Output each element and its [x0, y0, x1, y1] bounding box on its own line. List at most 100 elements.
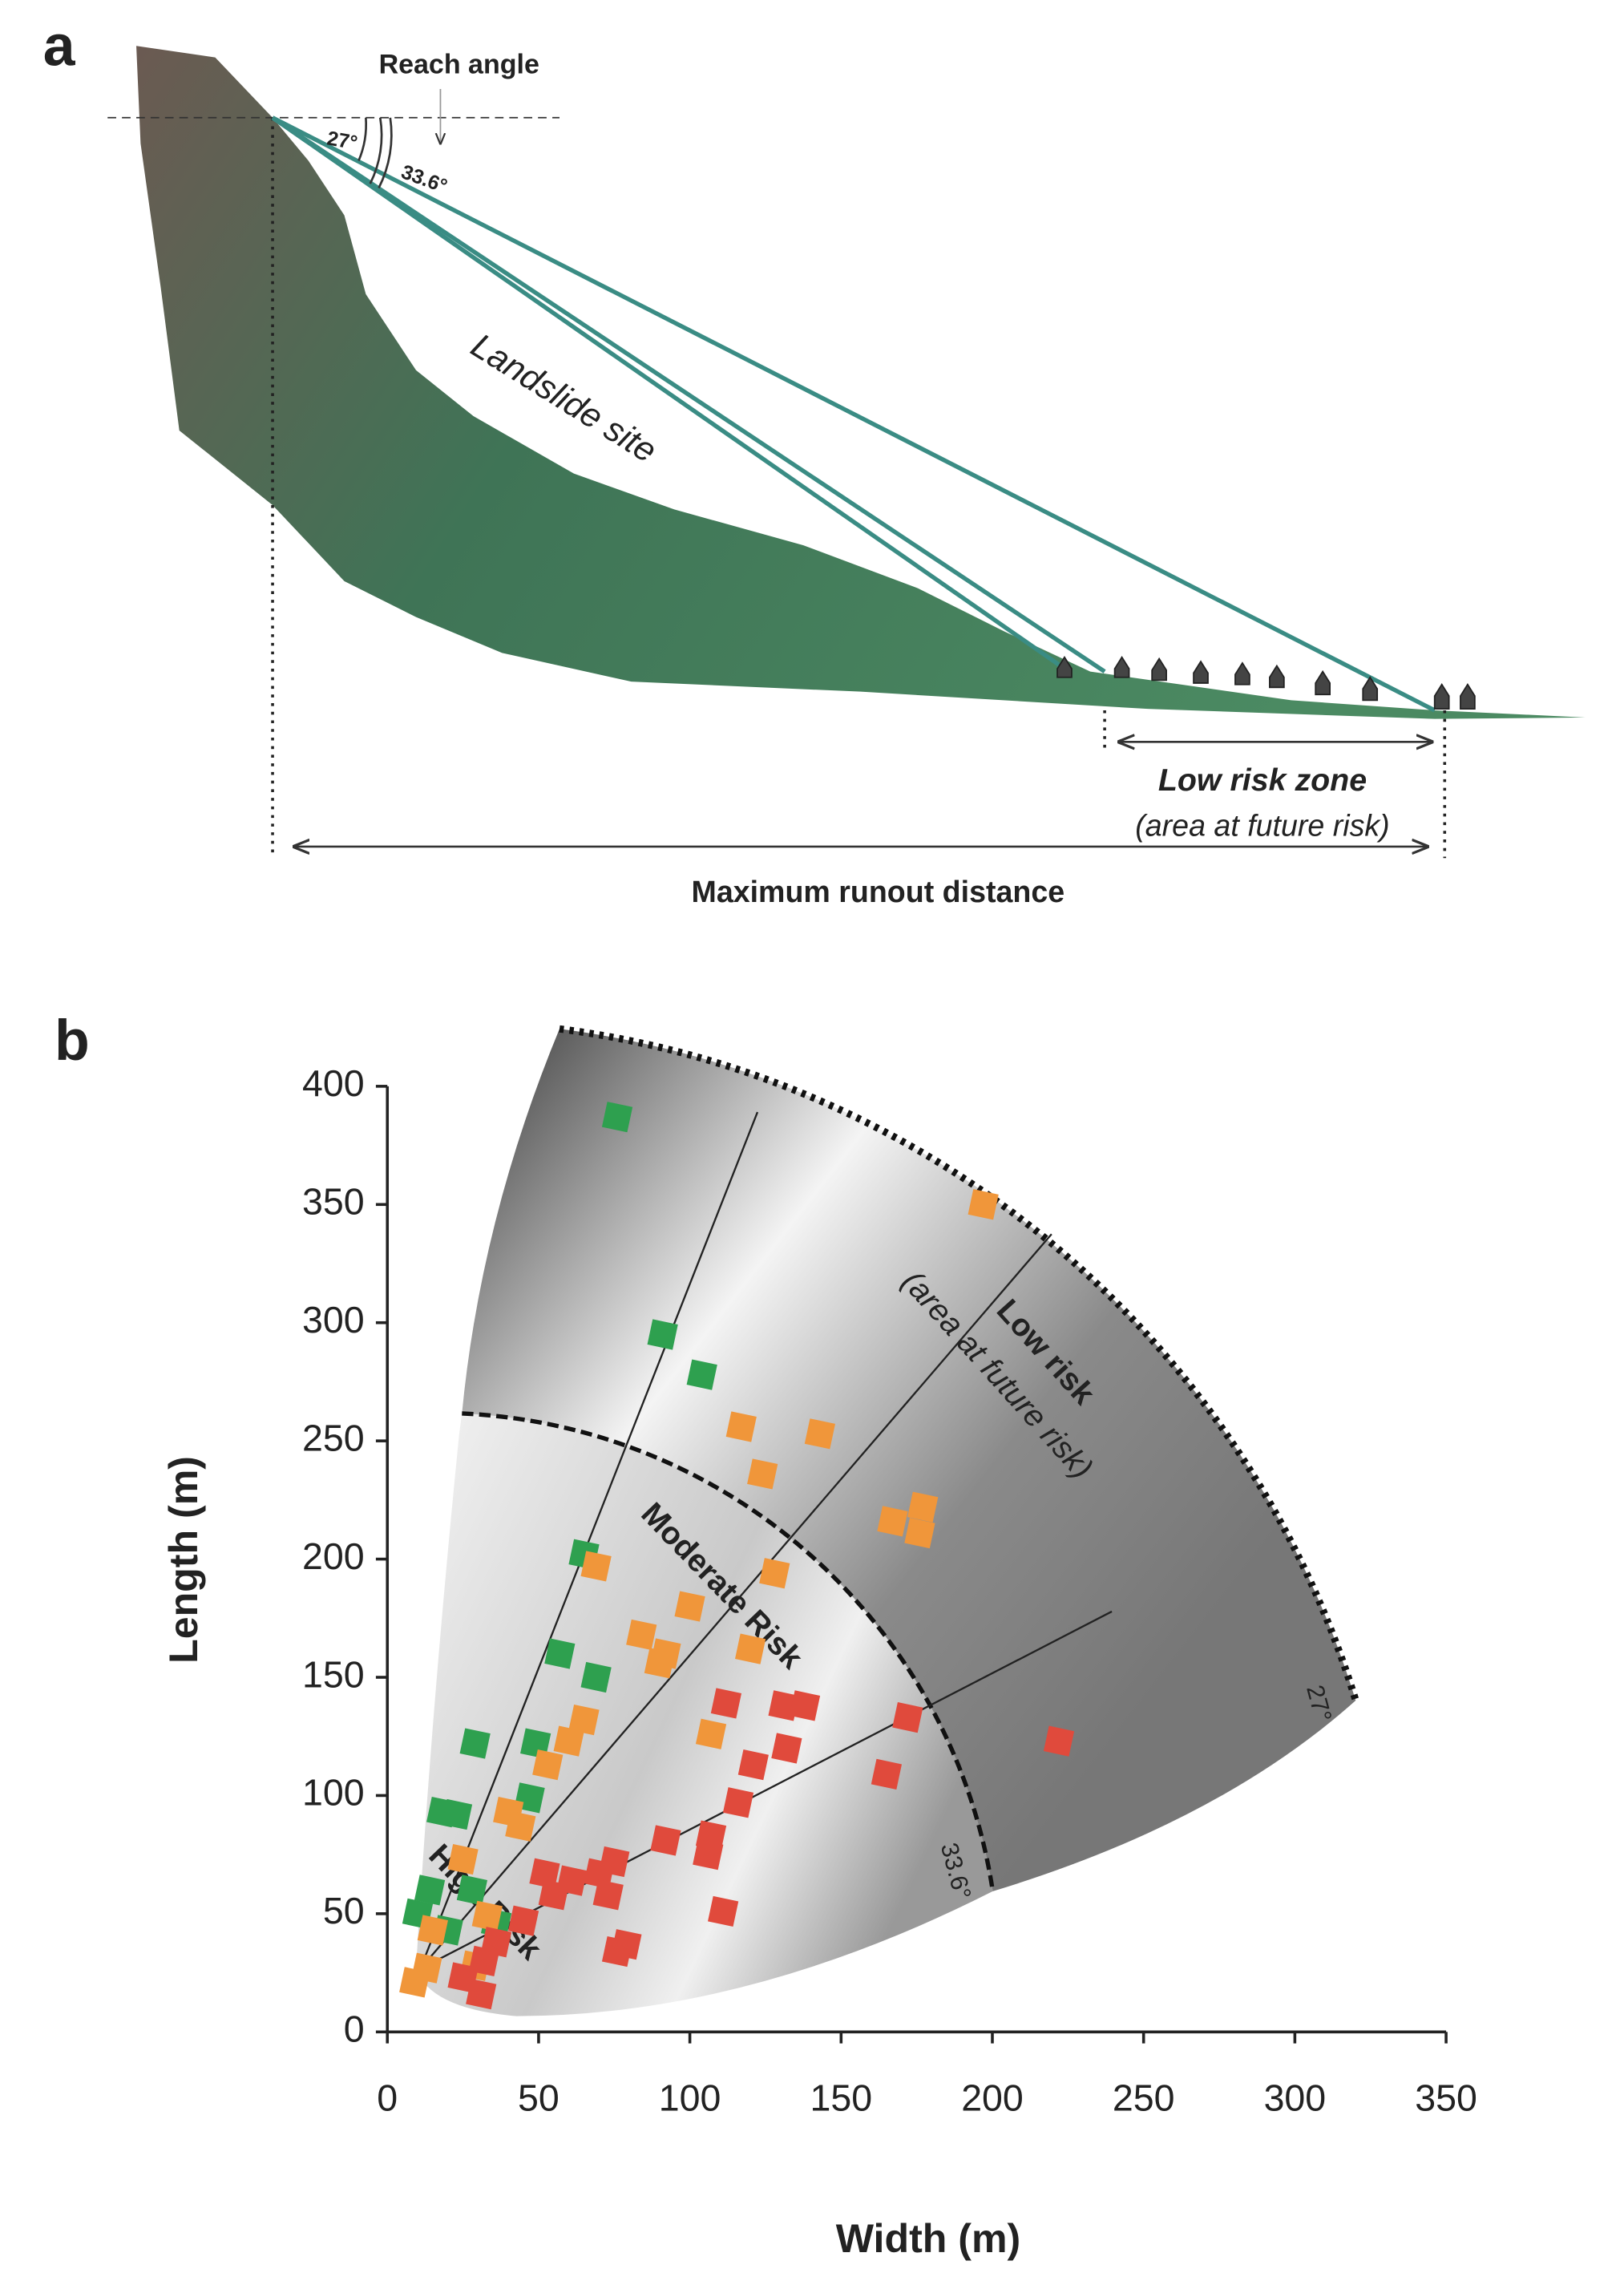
point: [1043, 1725, 1075, 1757]
panel-label: b: [55, 1009, 90, 1073]
point: [459, 1728, 491, 1759]
point: [580, 1551, 612, 1582]
house: [1460, 683, 1476, 710]
point: [544, 1638, 576, 1669]
zone-title: Low risk zone: [1158, 762, 1367, 798]
point: [674, 1591, 705, 1622]
point: [553, 1725, 584, 1757]
angle-label: 33.6°: [398, 160, 450, 197]
point: [734, 1633, 766, 1664]
angle-arc: [378, 117, 393, 189]
point: [417, 1915, 448, 1946]
point: [601, 1102, 633, 1133]
zone-note: (area at future risk): [1135, 809, 1389, 843]
house: [1113, 656, 1130, 678]
point: [505, 1810, 536, 1842]
point: [892, 1702, 923, 1733]
point: [650, 1825, 681, 1856]
house: [1433, 683, 1450, 710]
point: [471, 1900, 503, 1931]
angle-line: [419, 1610, 1113, 1970]
point: [771, 1733, 802, 1764]
reach-angle-label: Reach angle: [379, 49, 539, 79]
point: [759, 1558, 790, 1589]
angle-line: [419, 1111, 759, 1969]
y-tick-label: 0: [344, 2008, 365, 2050]
angle-lines: [419, 1111, 1113, 1970]
house: [1234, 661, 1250, 686]
point: [647, 1319, 678, 1350]
point: [737, 1749, 769, 1781]
point: [710, 1688, 742, 1719]
point: [877, 1506, 908, 1537]
panel-label: a: [43, 14, 76, 79]
point: [466, 1979, 497, 2010]
point: [584, 1858, 615, 1889]
point: [532, 1749, 564, 1781]
y-tick-label: 100: [302, 1772, 365, 1814]
y-axis-label: Length (m): [161, 1456, 206, 1664]
point: [507, 1905, 539, 1936]
house: [1193, 660, 1209, 684]
moderate-limit: [462, 1411, 996, 1892]
point: [904, 1518, 935, 1549]
x-tick-label: 200: [961, 2077, 1024, 2119]
angle-line: [419, 1233, 1052, 1970]
point: [725, 1411, 757, 1442]
point: [968, 1189, 999, 1220]
point: [456, 1875, 488, 1906]
axes: 0 50 100 150 200 250 300 350 0 50 100 150 200 250 300 3…: [302, 1062, 1477, 2118]
landslide-profile: [136, 46, 1586, 719]
y-tick-label: 50: [323, 1890, 365, 1931]
high-moderate-zone: [416, 1413, 993, 2016]
point: [871, 1758, 903, 1790]
x-tick-label: 150: [810, 2077, 873, 2119]
angle-label: 27°: [325, 127, 359, 154]
house: [1315, 669, 1331, 696]
y-tick-label: 350: [302, 1181, 365, 1223]
y-tick-label: 150: [302, 1653, 365, 1695]
reach-line: [271, 115, 1070, 673]
x-tick-label: 50: [518, 2077, 560, 2119]
x-tick-label: 0: [377, 2077, 398, 2119]
x-axis-label: Width (m): [836, 2216, 1021, 2261]
x-tick-label: 250: [1113, 2077, 1175, 2119]
y-tick-label: 400: [302, 1062, 365, 1104]
y-tick-label: 300: [302, 1299, 365, 1341]
y-tick-label: 250: [302, 1417, 365, 1458]
house: [1362, 676, 1379, 702]
low-risk-zone: [462, 1029, 1356, 1891]
runout-label: Maximum runout distance: [692, 875, 1065, 908]
point: [411, 1952, 442, 1984]
points: [399, 1102, 1075, 2010]
point: [747, 1458, 778, 1490]
reach-line: [271, 115, 1106, 673]
point: [695, 1718, 727, 1749]
point: [722, 1787, 754, 1818]
point: [529, 1858, 560, 1889]
point: [568, 1704, 600, 1736]
point: [708, 1895, 739, 1927]
house: [1151, 657, 1167, 681]
x-tick-label: 100: [659, 2077, 721, 2119]
x-tick-label: 300: [1264, 2077, 1327, 2119]
x-tick-label: 350: [1415, 2077, 1477, 2119]
point: [592, 1879, 624, 1911]
point: [907, 1491, 939, 1523]
point: [580, 1661, 612, 1693]
angle-arc: [369, 117, 383, 184]
house: [1056, 656, 1073, 678]
point: [644, 1648, 675, 1679]
angle-arc: [358, 117, 368, 161]
point: [804, 1418, 835, 1450]
point: [626, 1619, 657, 1651]
reach-line: [271, 115, 1436, 713]
point: [686, 1359, 717, 1390]
y-tick-label: 200: [302, 1535, 365, 1577]
point: [447, 1843, 479, 1875]
houses: [1056, 656, 1476, 710]
point: [556, 1865, 588, 1896]
point: [414, 1875, 446, 1906]
